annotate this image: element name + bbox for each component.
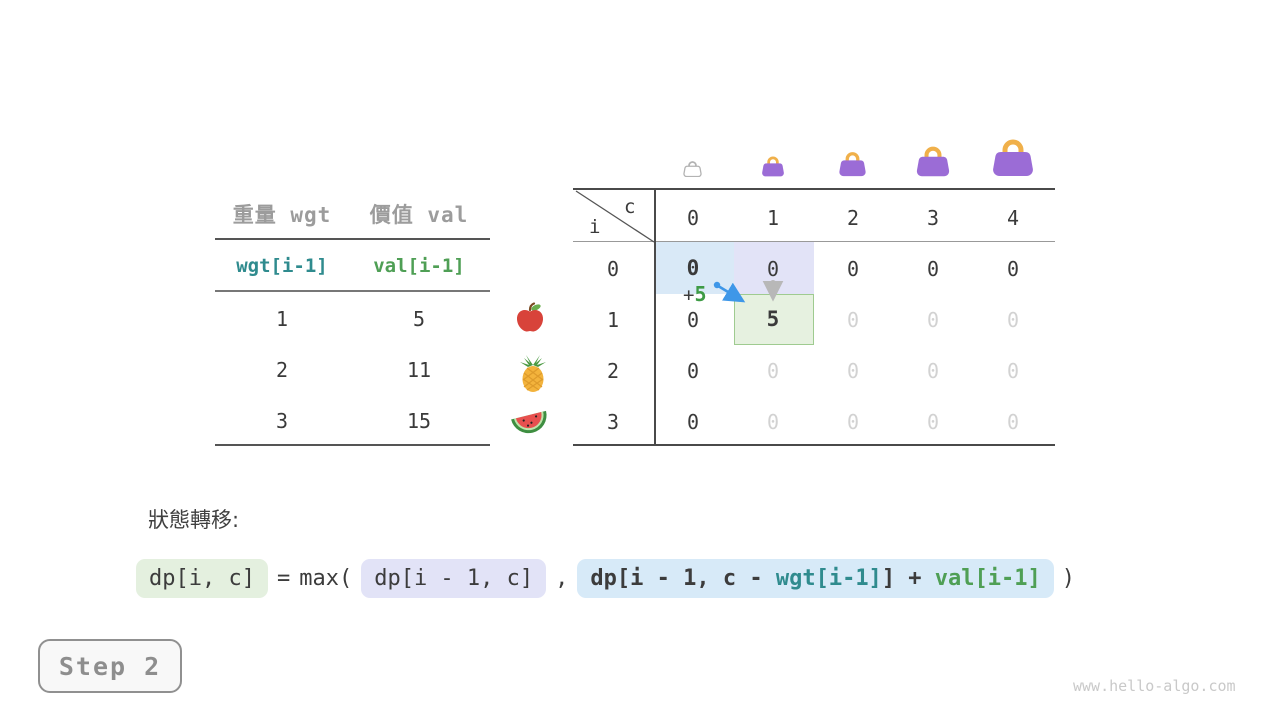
dp-cell-r0c1: 0: [766, 257, 780, 281]
dp-cell-r2c2: 0: [846, 359, 860, 383]
dp-row-header: 1: [606, 308, 620, 332]
items-table-rule-top: [215, 238, 490, 240]
formula-equals: =: [276, 566, 291, 591]
items-val-index-label: val[i-1]: [373, 255, 465, 277]
dp-row-header: 0: [606, 257, 620, 281]
dp-cell-r1c3: 0: [926, 308, 940, 332]
dp-cell-r3c4: 0: [1006, 410, 1020, 434]
dp-cell-r2c4: 0: [1006, 359, 1020, 383]
bag-xlarge-icon: [993, 139, 1033, 176]
item-value: 11: [406, 358, 432, 382]
dp-col-header: 2: [846, 206, 860, 230]
items-wgt-index-label: wgt[i-1]: [236, 255, 328, 277]
dp-cell-r1c4: 0: [1006, 308, 1020, 332]
dp-col-header: 3: [926, 206, 940, 230]
formula-arg2-val: val[i-1]: [934, 566, 1041, 591]
dp-cell-r0c3: 0: [926, 257, 940, 281]
items-table-rule-mid: [215, 290, 490, 292]
empty-bag-icon: [683, 161, 702, 177]
items-table-rule-bottom: [215, 444, 490, 446]
formula-arg2-mid: ] +: [881, 566, 935, 591]
item-weight: 3: [275, 409, 289, 433]
state-transition-label: 狀態轉移:: [148, 508, 240, 532]
formula-arg1: dp[i - 1, c]: [361, 559, 547, 598]
dp-cell-r0c0: 0: [686, 256, 700, 280]
watermelon-icon: [511, 410, 547, 434]
dp-cell-r3c1: 0: [766, 410, 780, 434]
highlight-cell-r1c1: [734, 294, 814, 345]
transition-arrows: [713, 280, 784, 303]
arrow-diagonal-blue-icon: [713, 281, 746, 303]
formula-arg2-wgt: wgt[i-1]: [775, 566, 882, 591]
dp-cell-r0c2: 0: [846, 257, 860, 281]
item-value: 15: [406, 409, 432, 433]
dp-cell-r2c1: 0: [766, 359, 780, 383]
step-indicator-button[interactable]: Step 2: [38, 639, 182, 693]
dp-cell-r0c4: 0: [1006, 257, 1020, 281]
dp-cell-r3c0: 0: [686, 410, 700, 434]
bag-large-icon: [916, 146, 950, 177]
dp-row-header: 3: [606, 410, 620, 434]
dp-cell-r2c3: 0: [926, 359, 940, 383]
corner-col-var: c: [624, 196, 636, 218]
dp-table-rule-header: [573, 241, 1055, 242]
formula-lhs: dp[i, c]: [136, 559, 268, 598]
watermark: www.hello-algo.com: [1073, 677, 1236, 695]
formula-paren-close: ): [1061, 566, 1076, 591]
dp-col-header: 4: [1006, 206, 1020, 230]
corner-row-var: i: [589, 216, 601, 238]
dp-cell-r1c2: 0: [846, 308, 860, 332]
dp-col-header: 1: [766, 206, 780, 230]
item-weight: 2: [275, 358, 289, 382]
item-weight: 1: [275, 307, 289, 331]
bag-small-icon: [762, 156, 784, 177]
dp-cell-r1c0: 0: [686, 308, 700, 332]
highlight-cell-r0c0: [655, 242, 734, 294]
items-value-header: 價值 val: [369, 203, 469, 227]
formula-arg2-prefix: dp[i - 1, c -: [590, 566, 776, 591]
dp-cell-r2c0: 0: [686, 359, 700, 383]
formula-comma: ,: [555, 566, 569, 591]
dp-table-rule-bottom: [573, 444, 1055, 446]
plus-sign: +: [683, 284, 695, 306]
items-weight-header: 重量 wgt: [232, 203, 332, 227]
arrow-down-gray-icon: [762, 280, 784, 302]
formula-arg2: dp[i - 1, c - wgt[i-1]] + val[i-1]: [577, 559, 1054, 598]
item-value: 5: [412, 307, 426, 331]
dp-col-header: 0: [686, 206, 700, 230]
dp-row-header: 2: [606, 359, 620, 383]
formula-max-open: max(: [299, 566, 353, 591]
dp-table-rule-top: [573, 188, 1055, 190]
apple-icon: [516, 302, 544, 332]
transition-add-label: +5: [683, 282, 707, 306]
dp-cell-r1c1: 5: [766, 307, 780, 331]
bag-medium-icon: [839, 152, 866, 177]
dp-cell-r3c2: 0: [846, 410, 860, 434]
state-transition-formula: dp[i, c] = max( dp[i - 1, c] , dp[i - 1,…: [136, 559, 1075, 598]
dp-table-rule-vertical: [654, 189, 656, 445]
dp-cell-r3c3: 0: [926, 410, 940, 434]
corner-diagonal-line: [575, 190, 655, 243]
pineapple-icon: [520, 355, 546, 392]
added-value: 5: [694, 282, 707, 306]
